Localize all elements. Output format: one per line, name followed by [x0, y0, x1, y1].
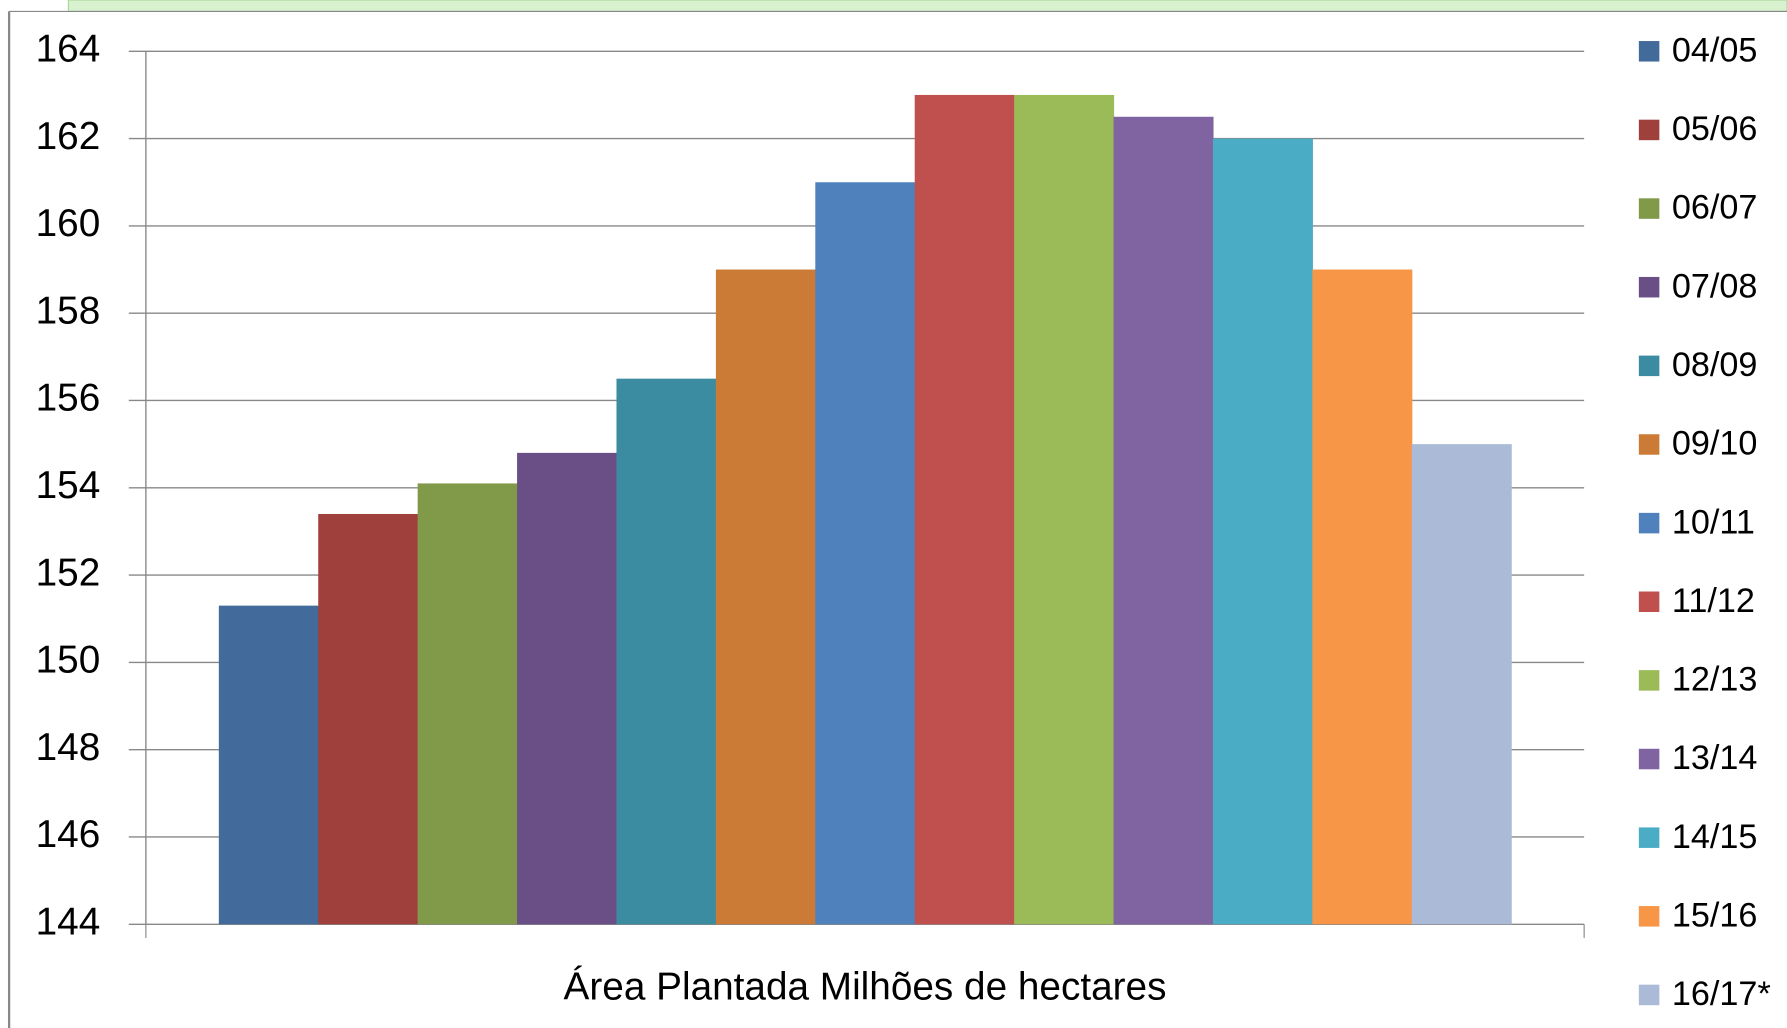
legend-swatch	[1638, 119, 1660, 141]
legend-swatch	[1638, 512, 1660, 534]
legend-label: 04/05	[1672, 31, 1758, 69]
legend-label: 07/08	[1672, 267, 1758, 305]
bar	[517, 452, 618, 925]
legend-swatch	[1638, 591, 1660, 613]
bar	[1312, 269, 1413, 925]
y-tick-label: 146	[36, 813, 101, 856]
legend-label: 16/17*	[1672, 975, 1771, 1013]
y-tick-label: 156	[36, 377, 101, 420]
bar	[218, 605, 319, 925]
y-tick-label: 160	[36, 202, 101, 245]
legend-swatch	[1638, 748, 1660, 770]
legend-label: 05/06	[1672, 110, 1758, 148]
bar	[815, 182, 916, 925]
legend-label: 09/10	[1672, 425, 1758, 463]
legend-swatch	[1638, 906, 1660, 927]
legend-label: 13/14	[1672, 739, 1758, 777]
x-tick-label: Área Plantada Milhões de hectares	[564, 965, 1167, 1008]
legend-label: 10/11	[1672, 503, 1755, 541]
bar	[1014, 94, 1115, 925]
top-strip	[67, 0, 1787, 12]
bar	[318, 513, 419, 925]
y-tick-label: 158	[36, 289, 101, 332]
bar	[417, 483, 518, 925]
bar	[1212, 138, 1313, 925]
bar	[914, 94, 1015, 925]
y-tick-label: 152	[36, 551, 101, 594]
legend-swatch	[1638, 276, 1660, 298]
legend-swatch	[1638, 434, 1660, 455]
legend-label: 14/15	[1672, 818, 1758, 856]
legend-swatch	[1638, 41, 1660, 62]
bar	[1113, 116, 1214, 925]
legend-label: 08/09	[1672, 346, 1758, 384]
legend-swatch	[1638, 827, 1660, 848]
y-tick-label: 162	[36, 115, 101, 158]
legend-swatch	[1638, 984, 1660, 1006]
bar	[616, 378, 717, 925]
legend-swatch	[1638, 198, 1660, 219]
legend-label: 12/13	[1672, 661, 1758, 699]
y-tick-label: 144	[36, 901, 101, 944]
legend-swatch	[1638, 670, 1660, 691]
y-tick-label: 164	[36, 28, 101, 71]
y-tick-label: 148	[36, 726, 101, 769]
bar	[1411, 444, 1512, 925]
bar	[715, 269, 816, 925]
legend-label: 11/12	[1672, 582, 1755, 620]
y-tick-label: 154	[36, 464, 101, 507]
legend-label: 06/07	[1672, 189, 1758, 227]
legend-swatch	[1638, 355, 1660, 377]
y-tick-label: 150	[36, 639, 101, 682]
legend-label: 15/16	[1672, 896, 1758, 934]
